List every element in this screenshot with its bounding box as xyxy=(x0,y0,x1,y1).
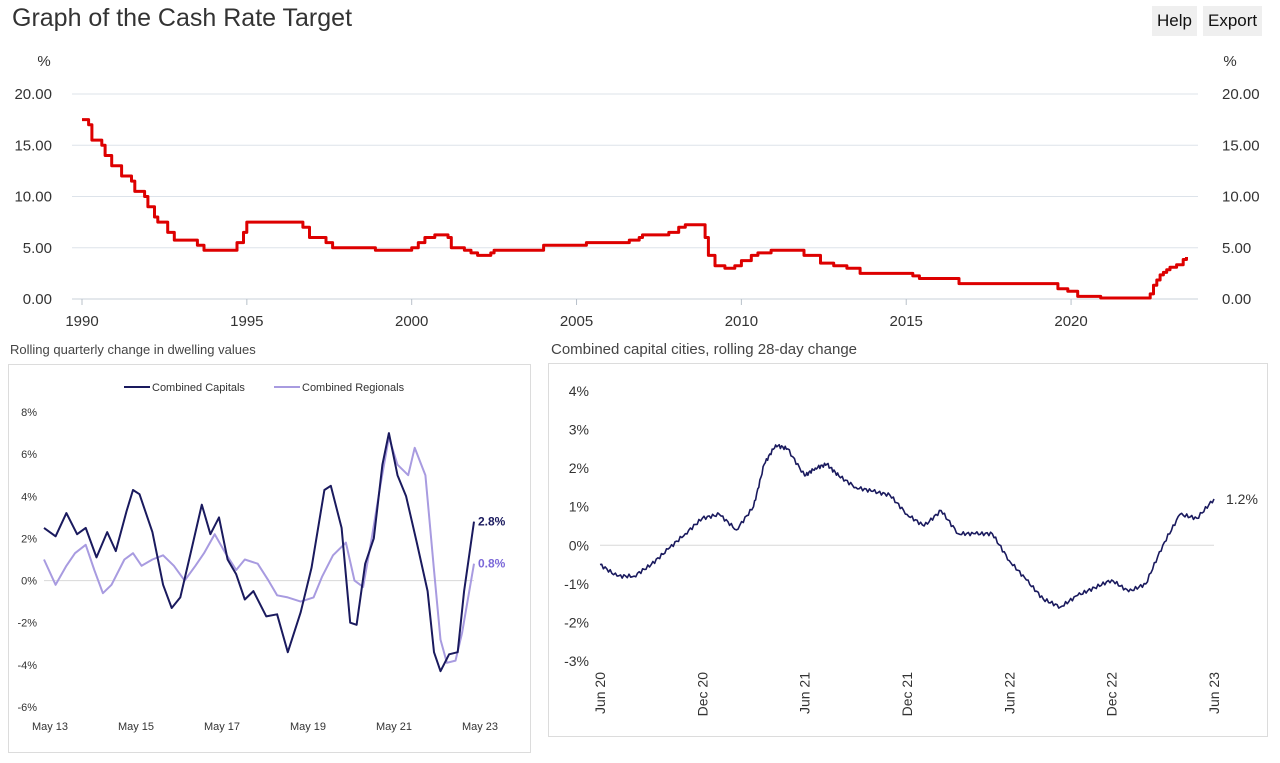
y-tick-label: 4% xyxy=(21,491,37,503)
y-tick-label: -2% xyxy=(17,618,37,630)
y-tick-label: -1% xyxy=(564,576,589,592)
y-tick-label: -2% xyxy=(564,614,589,630)
capitals-chart-panel xyxy=(548,363,1268,737)
y-tick-label-right: 10.00 xyxy=(1222,189,1260,206)
y-tick-label-left: 5.00 xyxy=(23,240,52,257)
capitals-series-line xyxy=(43,432,475,673)
x-tick-label: May 19 xyxy=(290,721,326,733)
x-tick-label: Jun 20 xyxy=(592,672,608,714)
x-tick-label: Dec 22 xyxy=(1104,672,1120,717)
y-tick-label: 8% xyxy=(21,407,37,419)
y-tick-label: 1% xyxy=(569,499,589,515)
x-tick-label: 2015 xyxy=(890,313,923,330)
y-tick-label-left: 0.00 xyxy=(23,291,52,308)
dwelling-chart-title: Rolling quarterly change in dwelling val… xyxy=(10,342,256,357)
x-tick-label: Dec 20 xyxy=(694,672,710,717)
x-tick-label: 1990 xyxy=(65,313,98,330)
y-tick-label: 0% xyxy=(569,537,589,553)
x-tick-label: Jun 22 xyxy=(1001,672,1017,714)
y-tick-label: 4% xyxy=(569,383,589,399)
y-tick-label: -3% xyxy=(564,653,589,669)
capitals-chart-title: Combined capital cities, rolling 28-day … xyxy=(551,341,858,358)
x-tick-label: Dec 21 xyxy=(899,672,915,717)
y-unit-label-right: % xyxy=(1223,53,1236,70)
dwelling-chart: -6% -4% -2% 0% 2% 4% 6% 8% May 13 May 15 May 17 May… xyxy=(17,382,506,733)
y-tick-label-right: 15.00 xyxy=(1222,137,1260,154)
help-button[interactable]: Help xyxy=(1152,6,1197,36)
regionals-series-line xyxy=(43,436,475,664)
regionals-end-label: 0.8% xyxy=(478,557,506,571)
y-tick-label-left: 20.00 xyxy=(14,86,52,103)
x-tick-label: May 23 xyxy=(462,721,498,733)
y-tick-label-left: 10.00 xyxy=(14,189,52,206)
x-tick-label: 2005 xyxy=(560,313,593,330)
page-title: Graph of the Cash Rate Target xyxy=(12,4,353,32)
x-tick-label: Jun 21 xyxy=(797,672,813,714)
cash-rate-chart: 0.00 0.00 5.00 5.00 10.00 10.00 15.00 15.00 20.0… xyxy=(14,53,1260,330)
y-tick-label: 3% xyxy=(569,422,589,438)
y-tick-label: -4% xyxy=(17,660,37,672)
capitals-28day-series-line xyxy=(599,443,1215,609)
x-tick-label: Jun 23 xyxy=(1206,672,1222,714)
x-tick-label: May 21 xyxy=(376,721,412,733)
x-tick-label: 2010 xyxy=(725,313,758,330)
x-tick-label: 2000 xyxy=(395,313,428,330)
x-tick-label: 2020 xyxy=(1054,313,1087,330)
y-tick-label-left: 15.00 xyxy=(14,137,52,154)
y-unit-label-left: % xyxy=(37,53,50,70)
y-tick-label-right: 0.00 xyxy=(1222,291,1251,308)
y-tick-label: 6% xyxy=(21,449,37,461)
y-tick-label-right: 20.00 xyxy=(1222,86,1260,103)
y-tick-label: 0% xyxy=(21,576,37,588)
capitals-28day-end-label: 1.2% xyxy=(1226,491,1258,507)
legend-label-capitals: Combined Capitals xyxy=(152,382,245,394)
export-button[interactable]: Export xyxy=(1203,6,1263,36)
x-tick-label: May 17 xyxy=(204,721,240,733)
y-tick-label: 2% xyxy=(21,533,37,545)
y-tick-label: -6% xyxy=(17,702,37,714)
dwelling-chart-panel xyxy=(8,364,531,753)
y-tick-label-right: 5.00 xyxy=(1222,240,1251,257)
x-tick-label: 1995 xyxy=(230,313,263,330)
x-tick-label: May 13 xyxy=(32,721,68,733)
x-tick-label: May 15 xyxy=(118,721,154,733)
capitals-end-label: 2.8% xyxy=(478,515,506,529)
legend-label-regionals: Combined Regionals xyxy=(302,382,405,394)
y-tick-label: 2% xyxy=(569,460,589,476)
cash-rate-series-line xyxy=(82,118,1188,300)
